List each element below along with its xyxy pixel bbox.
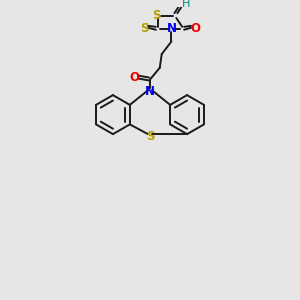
Text: N: N bbox=[145, 85, 155, 98]
Text: S: S bbox=[140, 22, 148, 35]
Text: S: S bbox=[146, 130, 154, 142]
Text: O: O bbox=[190, 22, 200, 35]
Text: H: H bbox=[182, 0, 190, 9]
Text: O: O bbox=[129, 71, 140, 84]
Text: N: N bbox=[167, 22, 176, 35]
Text: S: S bbox=[153, 9, 161, 22]
